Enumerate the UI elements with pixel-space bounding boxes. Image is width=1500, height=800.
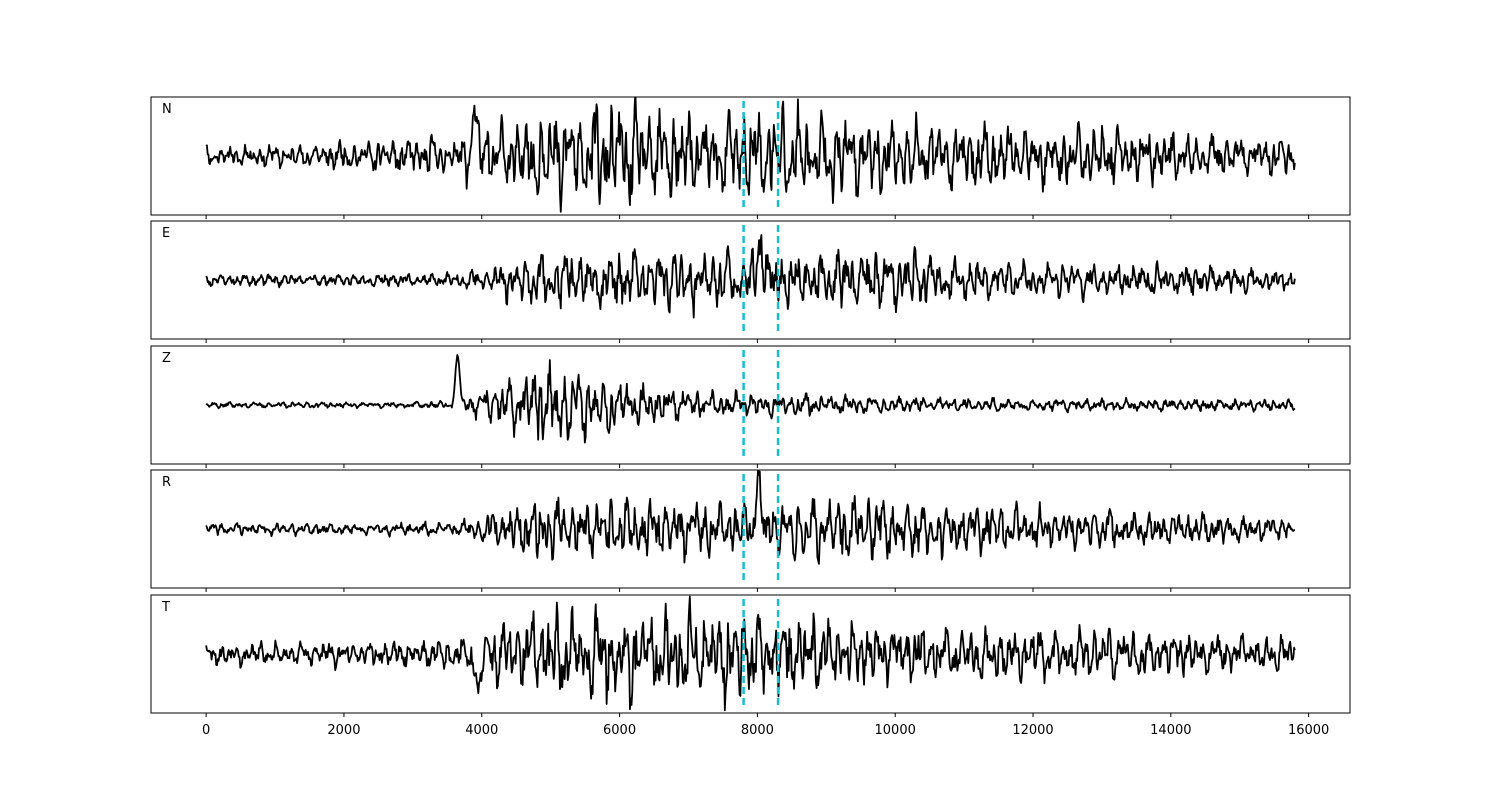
x-tick-label: 12000 <box>1012 723 1053 738</box>
panel-R: R <box>150 469 1351 592</box>
panel-E: E <box>150 220 1351 343</box>
panel-N: N <box>150 96 1351 219</box>
trace-line-T <box>205 595 1296 712</box>
x-tick-label: 16000 <box>1288 723 1329 738</box>
trace-line-Z <box>205 354 1296 444</box>
x-tick-label: 8000 <box>741 723 774 738</box>
trace-line-R <box>205 470 1295 565</box>
trace-line-E <box>205 234 1296 319</box>
panel-frame <box>150 469 1351 589</box>
trace-line-N <box>205 97 1296 213</box>
x-tick-label: 14000 <box>1150 723 1191 738</box>
panel-Z: Z <box>150 345 1351 468</box>
panel-label-R: R <box>162 475 171 490</box>
x-tick-label: 0 <box>202 723 210 738</box>
panel-label-T: T <box>161 600 170 615</box>
panel-label-N: N <box>162 102 172 117</box>
panel-label-Z: Z <box>162 351 171 366</box>
x-tick-label: 2000 <box>327 723 360 738</box>
panel-T: T <box>150 594 1351 717</box>
panel-frame <box>150 594 1351 714</box>
x-tick-label: 4000 <box>465 723 498 738</box>
panel-frame <box>150 345 1351 465</box>
panel-frame <box>150 220 1351 340</box>
panel-label-E: E <box>162 226 170 241</box>
x-tick-label: 10000 <box>875 723 916 738</box>
x-tick-label: 6000 <box>603 723 636 738</box>
panel-frame <box>150 96 1351 216</box>
